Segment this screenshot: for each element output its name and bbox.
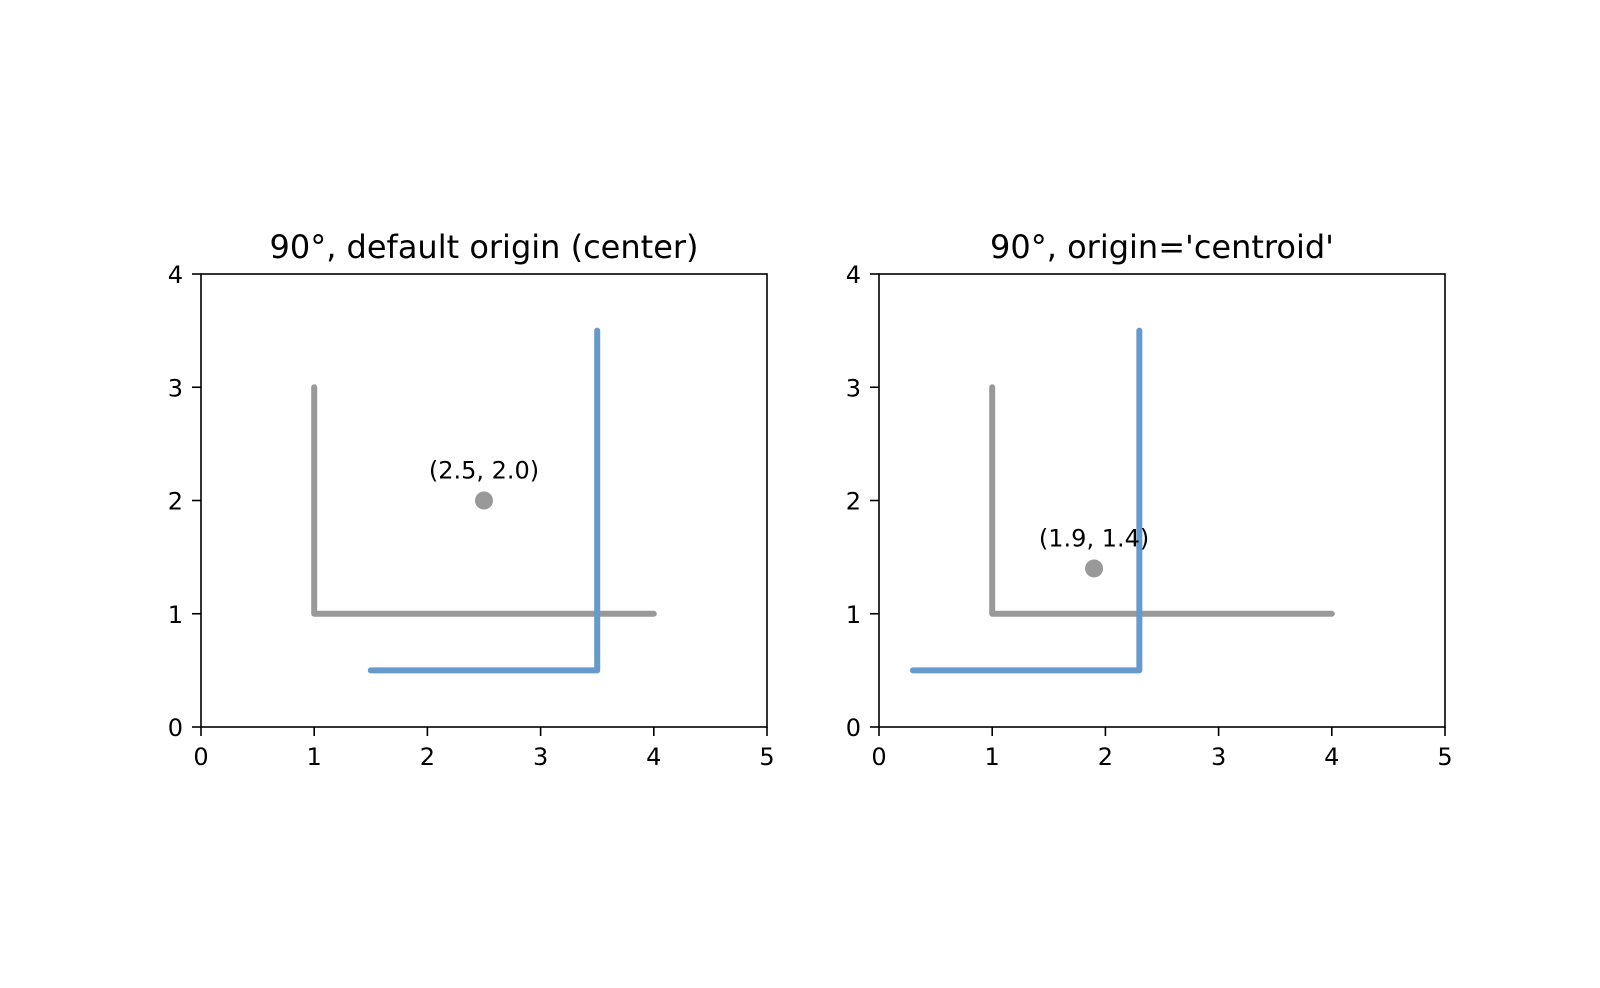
origin-marker [475, 491, 493, 510]
axes-frame [878, 273, 1446, 728]
x-tick-label: 5 [759, 743, 774, 771]
rotated-shape-line [367, 327, 601, 674]
y-tick-label: 4 [846, 261, 861, 289]
left-chart: (2.5, 2.0) 0 1 2 3 4 5 0 1 2 3 4 90°, default origin… [168, 228, 775, 771]
origin-annotation: (2.5, 2.0) [429, 457, 539, 485]
y-tick-label: 0 [168, 714, 183, 742]
x-tick-label: 4 [1324, 743, 1339, 771]
x-tick-label: 4 [646, 743, 661, 771]
x-tick-label: 0 [871, 743, 886, 771]
x-tick-label: 0 [193, 743, 208, 771]
origin-marker [1085, 559, 1104, 578]
right-chart: (1.9, 1.4) 0 1 2 3 4 5 0 1 2 3 4 90°, origin='centro… [846, 228, 1453, 771]
y-tick-label: 1 [846, 601, 861, 629]
chart-title: 90°, default origin (center) [269, 228, 698, 266]
x-tick-label: 5 [1437, 743, 1452, 771]
chart-title: 90°, origin='centroid' [990, 228, 1334, 266]
x-tick-label: 1 [307, 743, 322, 771]
y-tick-label: 0 [846, 714, 861, 742]
y-tick-label: 2 [846, 488, 861, 516]
y-tick-label: 3 [846, 374, 861, 402]
original-shape-line [989, 384, 1335, 617]
y-tick-label: 1 [168, 601, 183, 629]
y-tick-label: 3 [168, 374, 183, 402]
original-shape-line [311, 384, 657, 617]
x-tick-label: 3 [1211, 743, 1226, 771]
y-tick-label: 4 [168, 261, 183, 289]
rotated-shape-line [909, 327, 1143, 674]
x-tick-label: 2 [420, 743, 435, 771]
y-tick-label: 2 [168, 488, 183, 516]
x-tick-label: 1 [985, 743, 1000, 771]
x-tick-label: 2 [1098, 743, 1113, 771]
origin-annotation: (1.9, 1.4) [1039, 524, 1149, 552]
x-tick-label: 3 [533, 743, 548, 771]
